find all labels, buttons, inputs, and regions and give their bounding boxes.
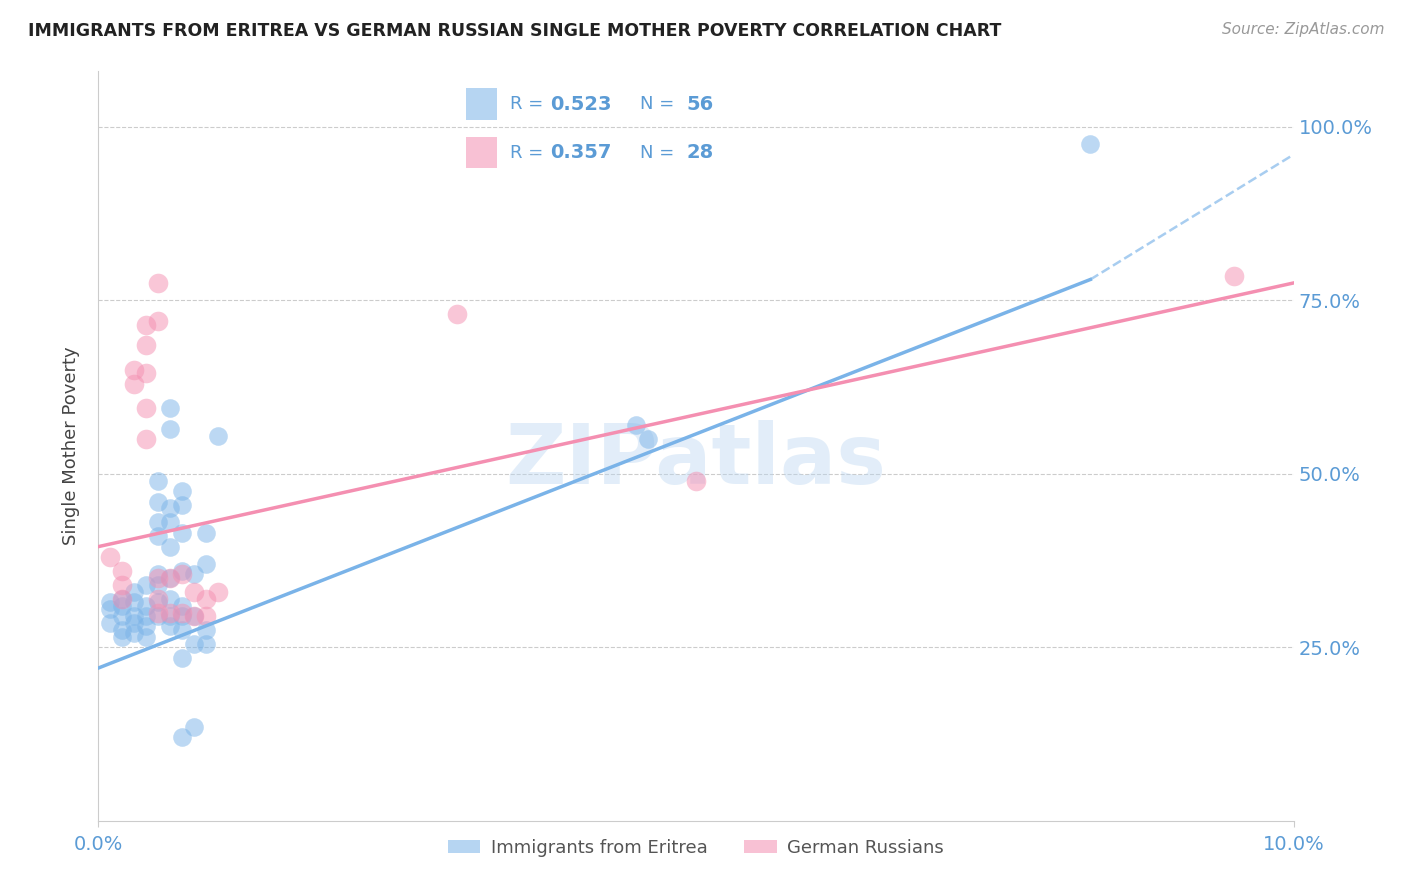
Point (98, 549, 122, 564)
Point (148, 571, 170, 585)
Point (159, 401, 181, 415)
Point (172, 623, 194, 637)
Point (1223, 268, 1246, 283)
Point (183, 584, 205, 599)
Point (159, 501, 181, 516)
Point (111, 564, 134, 578)
Point (183, 609, 205, 624)
Point (172, 564, 194, 578)
Point (124, 376, 146, 391)
Point (98, 595, 122, 609)
Point (148, 595, 170, 609)
Point (148, 314, 170, 328)
Point (207, 428, 229, 442)
Point (172, 498, 194, 512)
Point (159, 571, 181, 585)
Point (172, 484, 194, 499)
Point (159, 422, 181, 436)
Point (111, 591, 134, 606)
Point (195, 609, 218, 624)
Point (148, 516, 170, 530)
Point (159, 571, 181, 585)
Point (159, 606, 181, 620)
Point (135, 366, 157, 380)
Point (195, 637, 218, 651)
Point (124, 595, 146, 609)
Point (148, 591, 170, 606)
Point (183, 720, 205, 734)
Point (124, 362, 146, 376)
Y-axis label: Single Mother Poverty: Single Mother Poverty (62, 347, 80, 545)
Point (637, 432, 659, 446)
Point (172, 567, 194, 582)
Point (159, 591, 181, 606)
Point (111, 623, 134, 637)
Point (1080, 137, 1102, 152)
Point (98, 602, 122, 616)
Point (183, 567, 205, 582)
Point (135, 338, 157, 352)
Point (195, 525, 218, 540)
Point (195, 557, 218, 571)
Point (135, 609, 157, 624)
Point (111, 599, 134, 613)
Point (148, 529, 170, 543)
Point (159, 609, 181, 624)
Point (172, 609, 194, 624)
Point (135, 578, 157, 592)
Point (148, 474, 170, 488)
Point (172, 606, 194, 620)
Point (172, 599, 194, 613)
Point (98, 615, 122, 630)
Legend: Immigrants from Eritrea, German Russians: Immigrants from Eritrea, German Russians (440, 831, 952, 864)
Point (195, 591, 218, 606)
Point (148, 276, 170, 290)
Point (111, 578, 134, 592)
Point (159, 619, 181, 633)
Point (135, 318, 157, 332)
Point (148, 578, 170, 592)
Point (183, 609, 205, 624)
Point (111, 630, 134, 644)
Point (172, 731, 194, 745)
Point (685, 474, 707, 488)
Point (124, 584, 146, 599)
Point (135, 630, 157, 644)
Point (124, 615, 146, 630)
Point (124, 609, 146, 624)
Point (159, 516, 181, 530)
Point (135, 401, 157, 415)
Point (148, 494, 170, 508)
Text: Source: ZipAtlas.com: Source: ZipAtlas.com (1222, 22, 1385, 37)
Point (159, 540, 181, 554)
Text: ZIPatlas: ZIPatlas (506, 420, 886, 501)
Point (626, 418, 648, 433)
Point (446, 307, 468, 321)
Point (111, 609, 134, 624)
Point (172, 650, 194, 665)
Point (135, 599, 157, 613)
Point (148, 567, 170, 582)
Point (135, 432, 157, 446)
Point (148, 609, 170, 624)
Point (183, 637, 205, 651)
Point (111, 591, 134, 606)
Point (135, 619, 157, 633)
Text: IMMIGRANTS FROM ERITREA VS GERMAN RUSSIAN SINGLE MOTHER POVERTY CORRELATION CHAR: IMMIGRANTS FROM ERITREA VS GERMAN RUSSIA… (28, 22, 1001, 40)
Point (172, 525, 194, 540)
Point (195, 623, 218, 637)
Point (207, 584, 229, 599)
Point (148, 606, 170, 620)
Point (124, 626, 146, 640)
